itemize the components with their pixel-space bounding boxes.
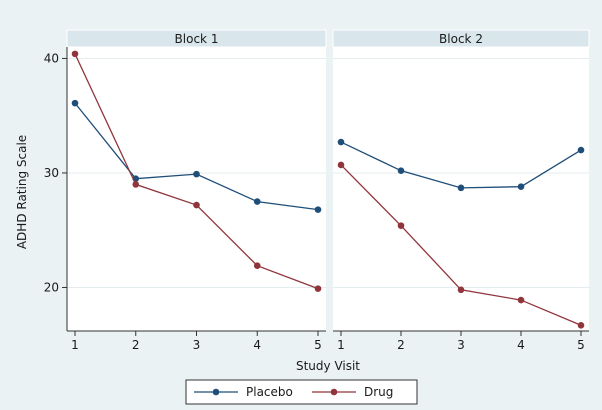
x-tick-label: 5 <box>314 338 322 352</box>
y-tick-label: 30 <box>44 166 59 180</box>
x-tick-label: 4 <box>253 338 261 352</box>
data-point <box>314 285 322 292</box>
series-drug <box>71 50 322 292</box>
plot-area <box>67 47 326 331</box>
panel-title: Block 2 <box>439 32 483 46</box>
data-point <box>577 321 585 329</box>
x-axis-title: Study Visit <box>296 359 360 373</box>
x-tick-label: 5 <box>577 338 585 352</box>
y-axis-title: ADHD Rating Scale <box>15 135 29 249</box>
data-point <box>517 296 525 304</box>
legend-label: Drug <box>364 385 393 399</box>
data-point <box>517 183 525 191</box>
data-point <box>337 161 345 169</box>
x-tick-label: 3 <box>193 338 201 352</box>
data-point <box>253 262 261 270</box>
data-point <box>71 50 79 58</box>
data-point <box>577 146 585 154</box>
data-point <box>457 184 465 192</box>
x-tick-label: 3 <box>457 338 465 352</box>
panel-title: Block 1 <box>175 32 219 46</box>
data-point <box>132 181 140 188</box>
y-tick-label: 20 <box>44 280 59 294</box>
legend-item-drug: Drug <box>312 385 393 399</box>
data-point <box>193 201 200 209</box>
data-point <box>314 206 322 213</box>
legend-item-placebo: Placebo <box>194 385 293 399</box>
x-tick-label: 2 <box>397 338 405 352</box>
data-point <box>397 167 405 174</box>
series-drug <box>337 161 585 329</box>
x-tick-label: 2 <box>132 338 140 352</box>
data-point <box>71 99 79 107</box>
legend-marker <box>330 388 338 396</box>
data-point <box>457 286 465 294</box>
data-point <box>193 170 200 178</box>
panel-1: Block 1 20 30 40 1 2 3 4 5 <box>44 29 327 352</box>
x-tick-label: 4 <box>517 338 525 352</box>
x-tick-label: 1 <box>337 338 345 352</box>
series-placebo <box>337 138 585 192</box>
x-tick-label: 1 <box>71 338 79 352</box>
y-tick-label: 40 <box>44 51 59 65</box>
data-point <box>337 138 345 146</box>
panel-2: Block 2 1 2 3 4 5 <box>332 29 590 352</box>
legend-label: Placebo <box>246 385 293 399</box>
series-placebo <box>71 99 322 213</box>
data-point <box>253 198 261 205</box>
legend-marker <box>212 388 220 396</box>
legend: Placebo Drug <box>185 379 418 405</box>
data-point <box>397 222 405 229</box>
